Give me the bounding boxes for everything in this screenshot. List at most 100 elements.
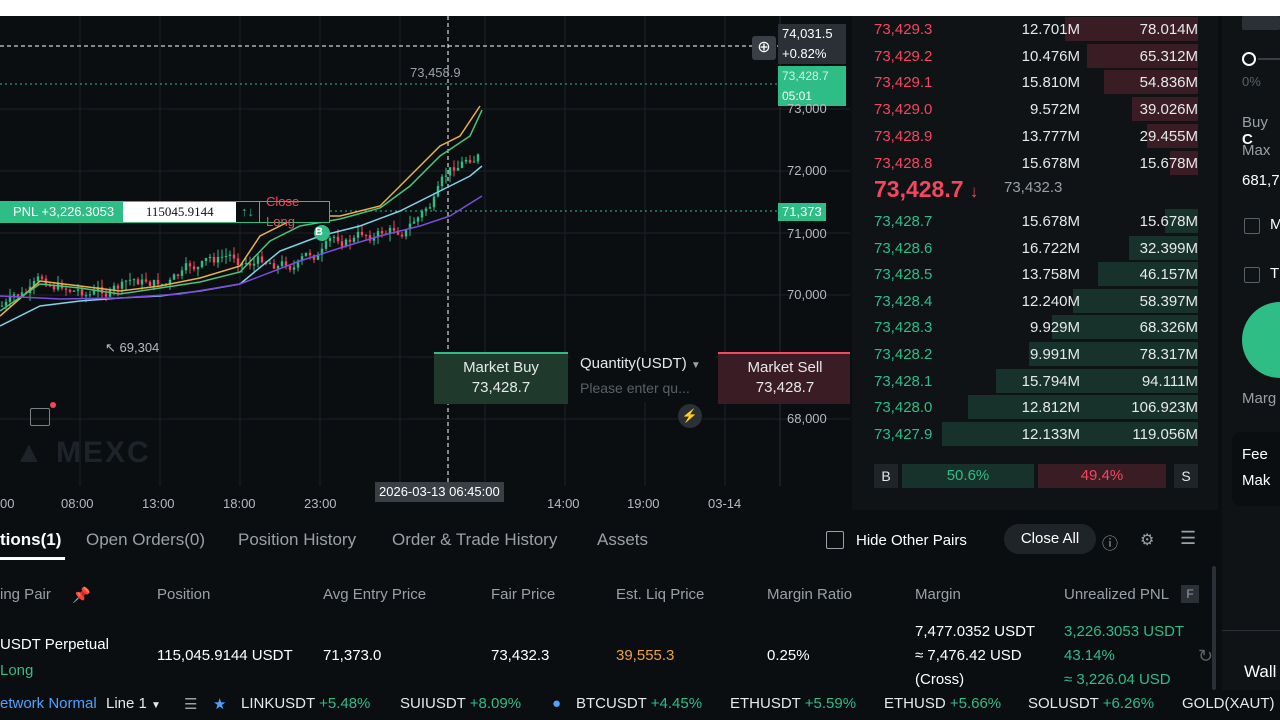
- tab-positions[interactable]: tions(1): [0, 530, 62, 549]
- menu-icon[interactable]: ☰: [1180, 528, 1197, 548]
- open-long-button[interactable]: [1242, 302, 1280, 378]
- chart-canvas[interactable]: [0, 16, 850, 510]
- bid-depth-bar: [1052, 315, 1198, 340]
- hide-other-pairs-label[interactable]: Hide Other Pairs: [856, 532, 967, 549]
- quantity-dropdown-icon[interactable]: ▼: [690, 360, 701, 371]
- ask-row[interactable]: 73,429.3 12.701M 78.014M: [852, 16, 1198, 42]
- watermark-text: MEXC: [56, 436, 151, 469]
- candle-body: [416, 217, 420, 222]
- ticker-symbol: ETHUSDT: [730, 695, 801, 712]
- bid-sum: 32.399M: [1139, 239, 1198, 257]
- favorites-star-icon[interactable]: ★: [213, 696, 227, 713]
- candle-body: [340, 241, 344, 247]
- x-tick: 14:00: [547, 496, 580, 510]
- col-filter-badge[interactable]: F: [1181, 585, 1199, 603]
- ask-row[interactable]: 73,428.9 13.777M 29.455M: [852, 123, 1198, 149]
- col-avg-entry: Avg Entry Price: [323, 586, 427, 603]
- calendar-icon[interactable]: [30, 408, 50, 426]
- candle-body: [68, 289, 72, 292]
- ask-depth-bar: [1170, 150, 1198, 175]
- bid-row[interactable]: 73,428.1 15.794M 94.111M: [852, 368, 1198, 394]
- divider: [1222, 630, 1280, 631]
- bid-amount: 16.722M: [1021, 239, 1080, 257]
- bid-row[interactable]: 73,428.4 12.240M 58.397M: [852, 288, 1198, 314]
- quantity-placeholder[interactable]: Please enter qu...: [580, 380, 690, 396]
- crosshair-price-label: 74,031.5 +0.82%: [778, 24, 846, 64]
- flash-trade-icon[interactable]: ⚡: [678, 404, 702, 428]
- slider-pct: 0%: [1242, 74, 1261, 89]
- settings-sliders-icon[interactable]: ⚙: [1140, 532, 1155, 549]
- market-sell-button[interactable]: Market Sell 73,428.7: [718, 352, 850, 404]
- row-upnl-pct: 43.14%: [1064, 647, 1115, 664]
- bid-row[interactable]: 73,428.0 12.812M 106.923M: [852, 394, 1198, 420]
- crosshair-add-icon[interactable]: ⊕: [752, 36, 776, 60]
- market-buy-button[interactable]: Market Buy 73,428.7: [434, 352, 568, 404]
- ticker-change: +5.66%: [949, 695, 1002, 712]
- close-all-button[interactable]: Close All: [1004, 524, 1096, 554]
- share-icon[interactable]: ↻: [1198, 646, 1214, 666]
- ask-price: 73,429.2: [874, 47, 933, 65]
- quantity-input[interactable]: Quantity(USDT) ▼ Please enter qu...: [570, 352, 716, 402]
- tab-open-orders[interactable]: Open Orders(0): [86, 530, 206, 549]
- bid-price: 73,428.7: [874, 213, 933, 230]
- position-line-label[interactable]: PNL +3,226.3053 115045.9144 ↑↓ Close Lon…: [0, 194, 330, 229]
- ask-row[interactable]: 73,429.1 15.810M 54.836M: [852, 69, 1198, 95]
- candle-body: [352, 237, 356, 242]
- leverage-slider-track[interactable]: [1258, 58, 1280, 60]
- ticker-item[interactable]: SOLUSDT +6.26%: [1028, 695, 1154, 712]
- bid-row[interactable]: 73,427.9 12.133M 119.056M: [852, 421, 1198, 447]
- reverse-arrows-icon[interactable]: ↑↓: [236, 202, 260, 222]
- panel-tab[interactable]: [1242, 16, 1280, 30]
- ask-depth-bar: [1146, 123, 1198, 148]
- ask-amount: 15.810M: [1021, 74, 1080, 92]
- hide-other-pairs-checkbox[interactable]: [826, 531, 844, 549]
- price-chart[interactable]: B 73,458.9 ↖ 69,304 ⊕ 74,031.5 +0.82% 73…: [0, 16, 850, 510]
- x-tick: 00: [0, 496, 15, 510]
- ticker-item[interactable]: SUIUSDT +8.09%: [400, 695, 521, 712]
- candle-body: [72, 290, 76, 292]
- info-icon[interactable]: ⓘ: [1102, 536, 1119, 553]
- table-scrollbar[interactable]: [1212, 566, 1216, 690]
- line-selector-text: Line 1: [106, 695, 147, 712]
- bid-sum: 106.923M: [1131, 399, 1198, 417]
- margin-label: Marg: [1242, 390, 1277, 407]
- bid-row[interactable]: 73,428.5 13.758M 46.157M: [852, 261, 1198, 287]
- option-checkbox[interactable]: [1244, 267, 1260, 283]
- leverage-slider-handle[interactable]: [1242, 52, 1256, 66]
- ticker-item[interactable]: BTCUSDT +4.45%: [576, 695, 702, 712]
- candle-body: [428, 207, 432, 209]
- bid-sum: 78.317M: [1139, 346, 1198, 363]
- candle-body: [12, 294, 16, 296]
- bid-row[interactable]: 73,428.6 16.722M 32.399M: [852, 235, 1198, 261]
- ticker-item[interactable]: ETHUSD +5.66%: [884, 695, 1001, 712]
- tab-order-trade-history[interactable]: Order & Trade History: [392, 530, 558, 549]
- candle-body: [204, 258, 208, 261]
- candle-body: [32, 281, 36, 287]
- ask-row[interactable]: 73,429.2 10.476M 65.312M: [852, 43, 1198, 69]
- tab-assets[interactable]: Assets: [597, 530, 649, 549]
- col-margin-ratio: Margin Ratio: [767, 586, 853, 603]
- ticker-item[interactable]: LINKUSDT +5.48%: [241, 695, 370, 712]
- pnl-label: PNL +3,226.3053: [1, 202, 124, 222]
- bid-row[interactable]: 73,428.3 9.929M 68.326M: [852, 314, 1198, 340]
- row-pair[interactable]: USDT Perpetual: [0, 636, 109, 653]
- ticker-item[interactable]: GOLD(XAUT): [1182, 695, 1275, 712]
- bid-row[interactable]: 73,428.2 9.991M 78.317M: [852, 341, 1198, 367]
- ask-row[interactable]: 73,428.8 15.678M 15.678M: [852, 150, 1198, 176]
- bid-row[interactable]: 73,428.7 15.678M 15.678M: [852, 208, 1198, 234]
- candle-body: [168, 279, 172, 284]
- bid-price: 73,427.9: [874, 425, 933, 443]
- close-long-button[interactable]: Close Long: [266, 194, 300, 229]
- ask-row[interactable]: 73,429.0 9.572M 39.026M: [852, 96, 1198, 122]
- x-tick: 13:00: [142, 496, 175, 510]
- pin-icon[interactable]: 📌: [72, 587, 91, 604]
- ticker-item[interactable]: ETHUSDT +5.59%: [730, 695, 856, 712]
- candle-body: [228, 254, 232, 256]
- candle-body: [84, 295, 88, 297]
- tab-position-history[interactable]: Position History: [238, 530, 357, 549]
- line-selector[interactable]: Line 1 ▼: [106, 695, 161, 712]
- candle-body: [132, 279, 136, 281]
- tpsl-checkbox[interactable]: [1244, 218, 1260, 234]
- list-icon[interactable]: ☰: [184, 696, 198, 713]
- candle-body: [236, 258, 240, 266]
